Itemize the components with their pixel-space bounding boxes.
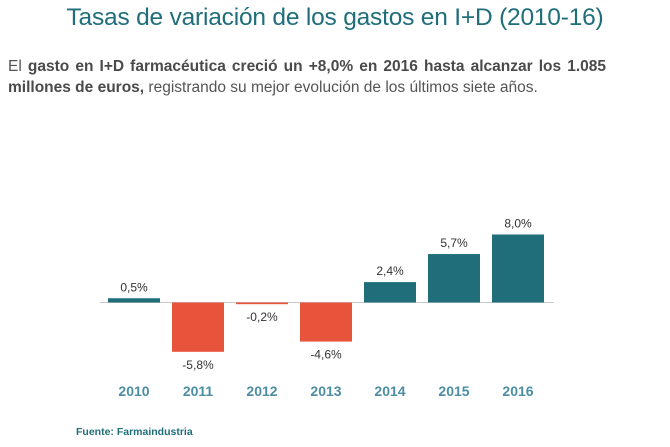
tick-label-2016: 2016	[502, 383, 533, 399]
tick-label-2015: 2015	[438, 383, 469, 399]
intro-text-start: El	[8, 58, 28, 75]
value-label-2011: -5,8%	[182, 358, 214, 372]
bar-2010	[108, 298, 160, 303]
intro-paragraph: El gasto en I+D farmacéutica creció un +…	[8, 56, 606, 98]
bar-2014	[364, 282, 416, 303]
bar-2012	[236, 302, 288, 305]
tick-label-2014: 2014	[374, 383, 405, 399]
tick-label-2011: 2011	[183, 383, 214, 399]
source-note: Fuente: Farmaindustria	[76, 426, 193, 438]
bar-2016	[492, 234, 544, 303]
value-label-2015: 5,7%	[440, 236, 468, 250]
bar-2015	[428, 254, 480, 303]
tick-label-2012: 2012	[246, 383, 277, 399]
bar-2013	[300, 302, 352, 342]
page-title: Tasas de variación de los gastos en I+D …	[66, 4, 604, 31]
value-label-2014: 2,4%	[376, 264, 404, 278]
value-label-2010: 0,5%	[120, 280, 148, 294]
value-label-2012: -0,2%	[246, 310, 278, 324]
tick-label-2010: 2010	[118, 383, 149, 399]
intro-highlight: gasto en I+D farmacéutica creció un +8,0…	[8, 58, 606, 96]
value-label-2013: -4,6%	[310, 348, 342, 362]
value-label-2016: 8,0%	[504, 217, 532, 231]
tick-label-2013: 2013	[310, 383, 341, 399]
bar-2011	[172, 302, 224, 352]
intro-text-end: registrando su mejor evolución de los úl…	[144, 79, 538, 96]
